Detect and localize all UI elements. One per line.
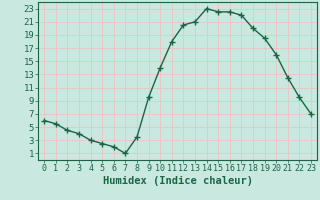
X-axis label: Humidex (Indice chaleur): Humidex (Indice chaleur) [103,176,252,186]
